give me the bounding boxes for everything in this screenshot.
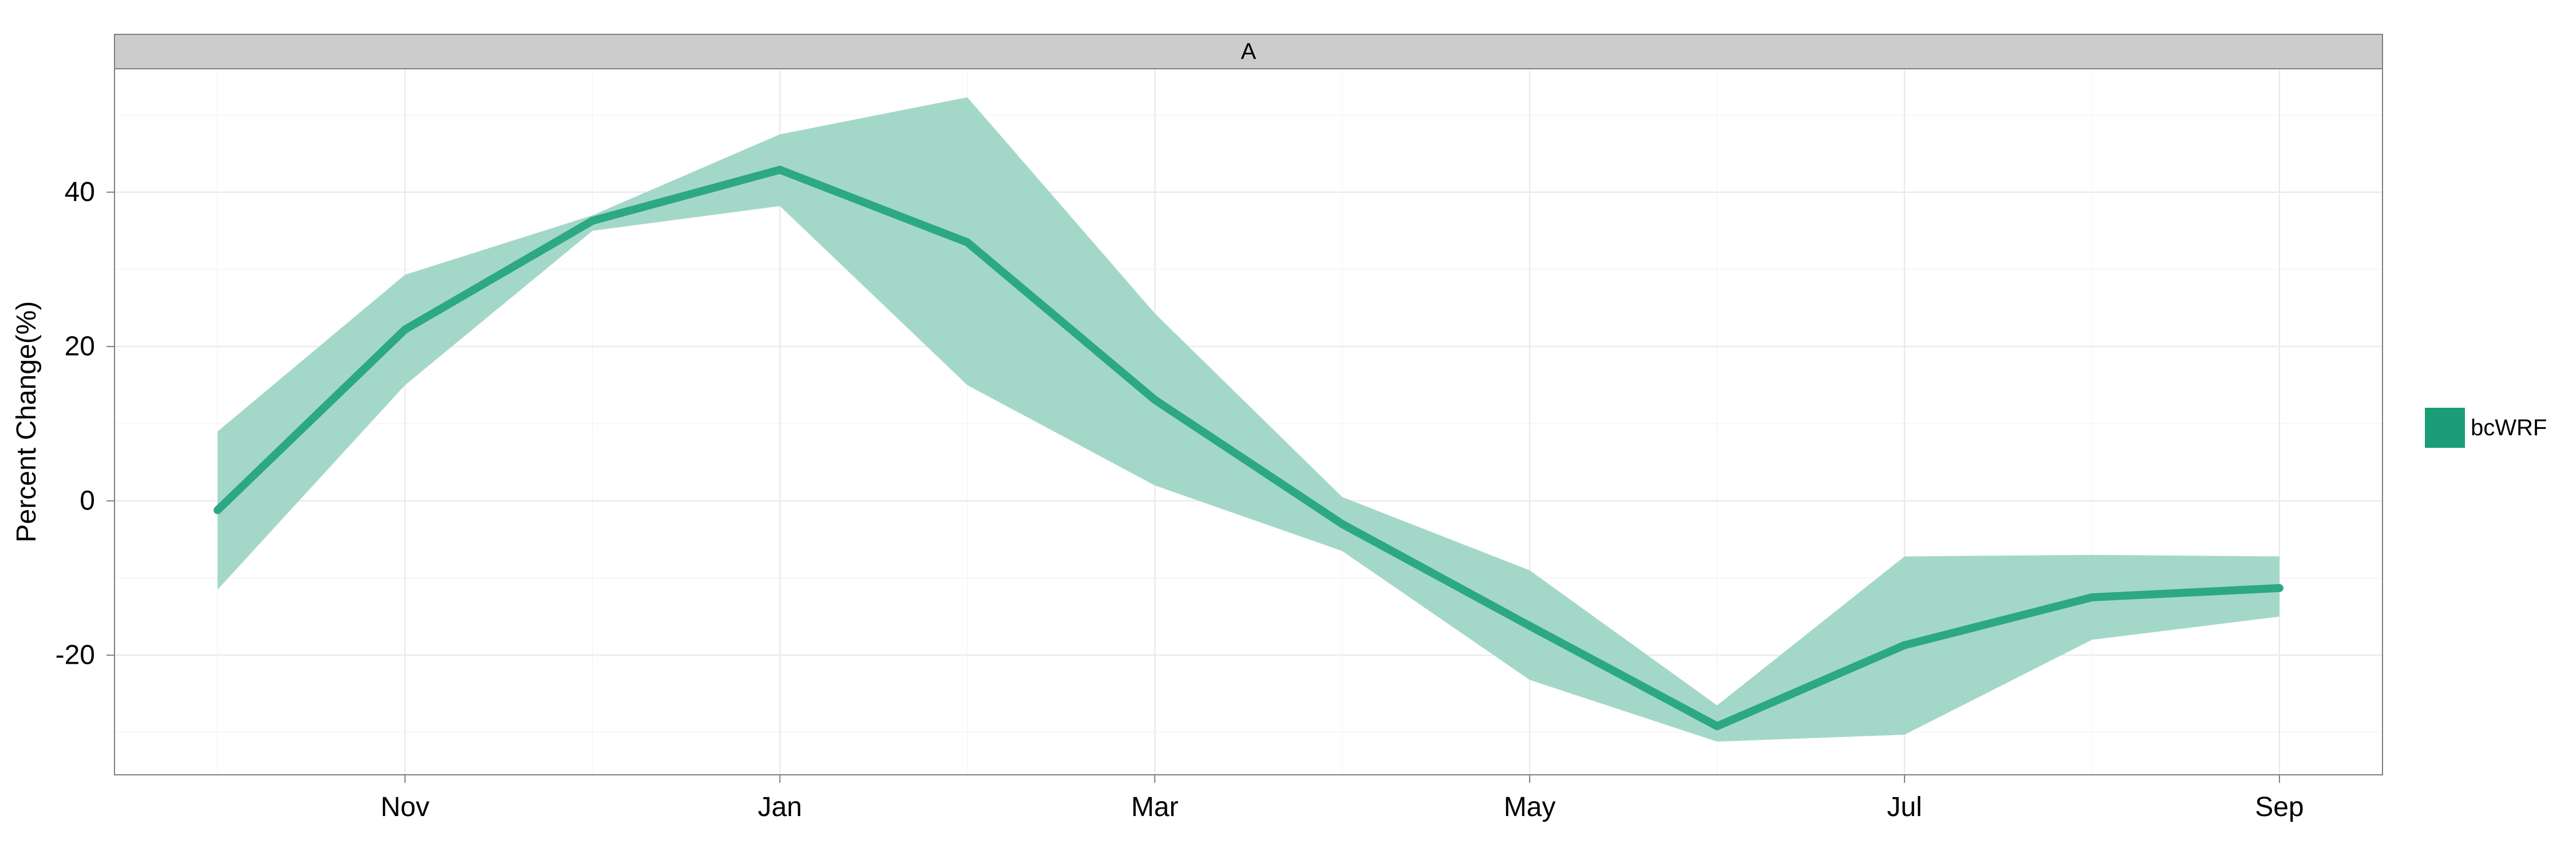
y-tick-label-40: 40 [65,177,95,207]
data-point-jul [1901,641,1909,649]
x-tick-label-jul: Jul [1887,792,1922,822]
legend-key-bcwrf [2425,408,2465,448]
data-point-nov [401,325,409,334]
facet-label: A [1241,39,1257,64]
data-point-jun [1713,722,1721,731]
data-point-aug [2088,593,2096,602]
x-tick-label-may: May [1504,792,1556,822]
facet-strip: A [114,34,2383,69]
x-axis: Nov Jan Mar May Jul Sep [381,775,2304,822]
data-point-jan [776,166,784,174]
data-point-may [1526,621,1534,630]
data-point-sep [2275,584,2283,592]
y-tick-label-neg20: -20 [56,640,95,671]
y-axis-title: Percent Change(%) [11,301,42,543]
x-tick-label-jan: Jan [758,792,802,822]
y-tick-label-0: 0 [80,486,95,516]
data-point-apr [1338,520,1346,529]
facet-strip-background [114,34,2383,69]
y-tick-label-20: 20 [65,332,95,362]
legend: bcWRF [2425,408,2547,448]
x-tick-label-nov: Nov [381,792,429,822]
legend-label-bcwrf: bcWRF [2471,415,2547,440]
plot-panel [114,68,2383,775]
x-tick-label-sep: Sep [2255,792,2304,822]
data-point-dec [588,216,596,225]
x-tick-label-mar: Mar [1131,792,1179,822]
series-bcwrf-points [214,166,2283,731]
data-point-feb [963,238,971,247]
series-bcwrf-line [215,166,2280,731]
data-point-oct [214,506,222,514]
data-point-mar [1151,396,1159,404]
series-bcwrf-ribbon [218,97,2279,742]
y-axis: -20 0 20 40 [56,177,114,671]
